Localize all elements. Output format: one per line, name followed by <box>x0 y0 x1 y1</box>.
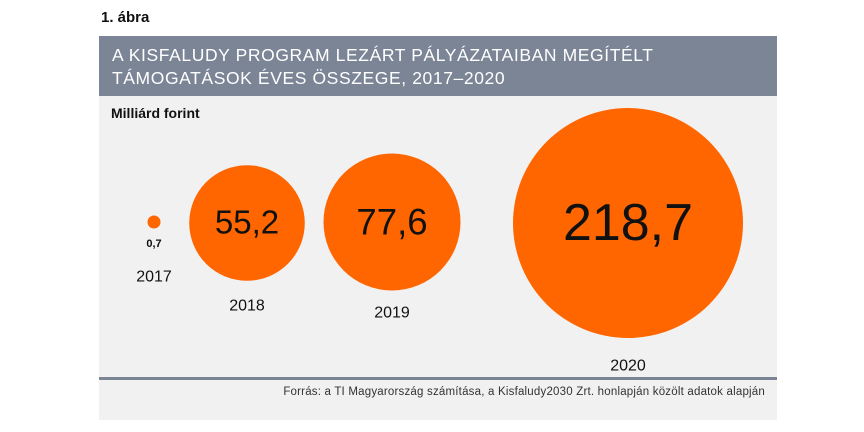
bubble-chart: 0,7 2017 55,2 2018 77,6 2019 218,7 2020 <box>136 108 743 375</box>
bubble-2017 <box>147 215 161 229</box>
value-label-2018: 55,2 <box>215 205 279 242</box>
figure-label: 1. ábra <box>101 9 150 26</box>
year-label-2017: 2017 <box>136 269 172 286</box>
bubble-2019 <box>323 153 461 291</box>
title-bar: A KISFALUDY PROGRAM LEZÁRT PÁLYÁZATAIBAN… <box>99 36 777 96</box>
chart-title-line-2: TÁMOGATÁSOK ÉVES ÖSSZEGE, 2017–2020 <box>112 68 506 88</box>
unit-label: Milliárd forint <box>111 105 200 121</box>
value-label-2020: 218,7 <box>563 194 693 252</box>
bubble-2018 <box>189 165 305 281</box>
source-note: Forrás: a TI Magyarország számítása, a K… <box>283 386 765 398</box>
value-label-2019: 77,6 <box>356 202 427 243</box>
year-label-2020: 2020 <box>610 358 646 375</box>
divider <box>99 377 777 380</box>
year-label-2018: 2018 <box>229 298 265 315</box>
chart-title: A KISFALUDY PROGRAM LEZÁRT PÁLYÁZATAIBAN… <box>112 44 752 90</box>
value-label-2017: 0,7 <box>146 238 161 250</box>
bubble-2020 <box>513 108 743 338</box>
chart-panel: A KISFALUDY PROGRAM LEZÁRT PÁLYÁZATAIBAN… <box>99 36 777 420</box>
chart-title-line-1: A KISFALUDY PROGRAM LEZÁRT PÁLYÁZATAIBAN… <box>112 45 654 65</box>
year-label-2019: 2019 <box>374 305 410 322</box>
